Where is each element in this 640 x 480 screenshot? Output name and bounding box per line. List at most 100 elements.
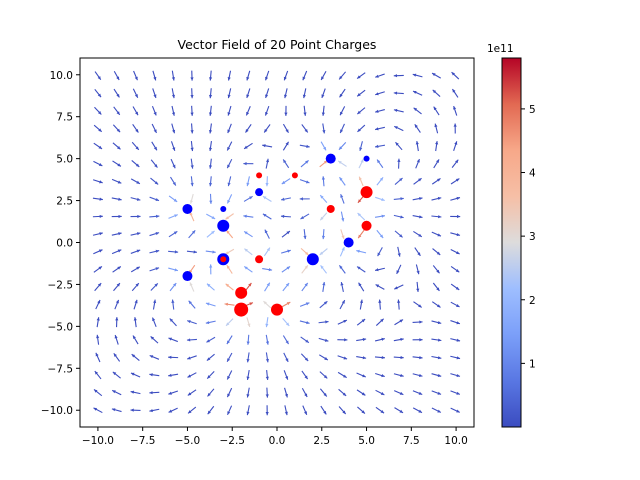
colorbar-axis: 1 2 3 4 5 [521,104,536,370]
field-arrow [264,282,271,292]
field-arrow [451,159,459,168]
field-arrow [168,230,178,238]
field-arrow [281,230,291,238]
field-arrow [301,387,308,398]
positive-charge [220,256,227,263]
y-tick-label: −5.0 [48,321,74,333]
field-arrow [302,70,308,81]
field-arrow [111,214,122,219]
field-arrow [225,283,234,291]
field-arrow [337,160,347,167]
field-arrow [244,248,253,256]
field-arrow [356,318,366,326]
field-arrow [357,212,366,221]
field-arrow [397,246,401,257]
field-arrow [375,196,385,201]
field-arrow [265,88,270,99]
field-arrow [339,123,345,134]
field-arrow [375,109,385,113]
field-arrow [226,405,233,416]
field-arrow [206,371,215,379]
field-arrow [130,178,141,185]
field-arrow [319,388,328,397]
field-arrow [451,71,460,80]
field-arrow [265,176,269,187]
field-arrow [394,319,404,326]
field-arrow [93,160,103,167]
field-arrow [431,196,442,201]
plot-frame [79,57,475,428]
field-arrow [94,106,102,115]
field-arrow [359,141,363,152]
field-arrow [431,320,442,325]
field-arrow [130,197,141,201]
field-arrow [205,302,216,307]
field-arrow [168,267,179,272]
field-arrow [208,141,213,152]
field-arrow [94,282,102,292]
field-arrow [338,142,347,151]
field-arrow [265,334,270,345]
field-arrow [356,389,366,396]
field-arrow [133,299,138,310]
field-arrow [431,301,441,308]
x-tick-label: 5.0 [358,435,375,447]
field-arrow [190,123,194,134]
field-arrow [227,176,232,187]
field-arrow [190,158,194,169]
field-arrow [152,88,157,99]
colorbar-offset-label: 1e11 [487,43,514,55]
positive-charge [234,302,249,317]
colorbar [501,57,522,428]
field-arrow [245,106,251,116]
field-arrow [431,231,442,237]
field-arrow [431,390,442,395]
field-arrow [149,196,160,202]
positive-charge [291,172,298,179]
chart-title: Vector Field of 20 Point Charges [178,37,377,52]
field-arrow [412,356,423,360]
x-tick-label: −2.5 [219,435,245,447]
field-arrow [190,141,194,152]
field-arrow [338,264,346,274]
field-arrow [131,141,140,151]
x-tick-label: −5.0 [175,435,201,447]
field-arrow [396,264,402,275]
field-arrow [319,300,328,309]
field-arrow [394,230,403,238]
field-arrow [171,123,176,134]
field-arrow [281,249,291,254]
field-arrow [243,195,253,202]
field-arrow [450,390,461,395]
positive-charge [271,303,283,316]
field-arrow [356,72,366,79]
field-arrow [340,281,344,292]
field-arrow [112,266,122,273]
negative-charge [255,188,264,197]
field-arrow [414,247,421,257]
field-arrow [168,373,179,377]
field-arrow [226,352,233,363]
field-arrow [93,389,103,397]
field-arrow [375,318,385,326]
field-arrow [453,141,458,151]
field-arrow [170,158,176,169]
y-tick-label: −7.5 [48,363,74,375]
field-arrow [299,197,310,201]
field-arrow [265,405,269,416]
field-arrow [284,405,288,416]
field-arrow [284,387,288,398]
negative-charge [363,155,370,162]
field-arrow [186,338,197,342]
field-arrow [376,159,384,169]
field-arrow [208,123,213,134]
field-arrow [226,264,233,274]
field-arrow [243,162,254,166]
field-arrow [262,213,272,220]
field-arrow [225,318,234,327]
field-arrow [303,105,307,116]
field-arrow [205,250,216,254]
field-arrow [318,337,329,342]
field-arrow [131,160,140,168]
field-arrow [318,320,329,324]
